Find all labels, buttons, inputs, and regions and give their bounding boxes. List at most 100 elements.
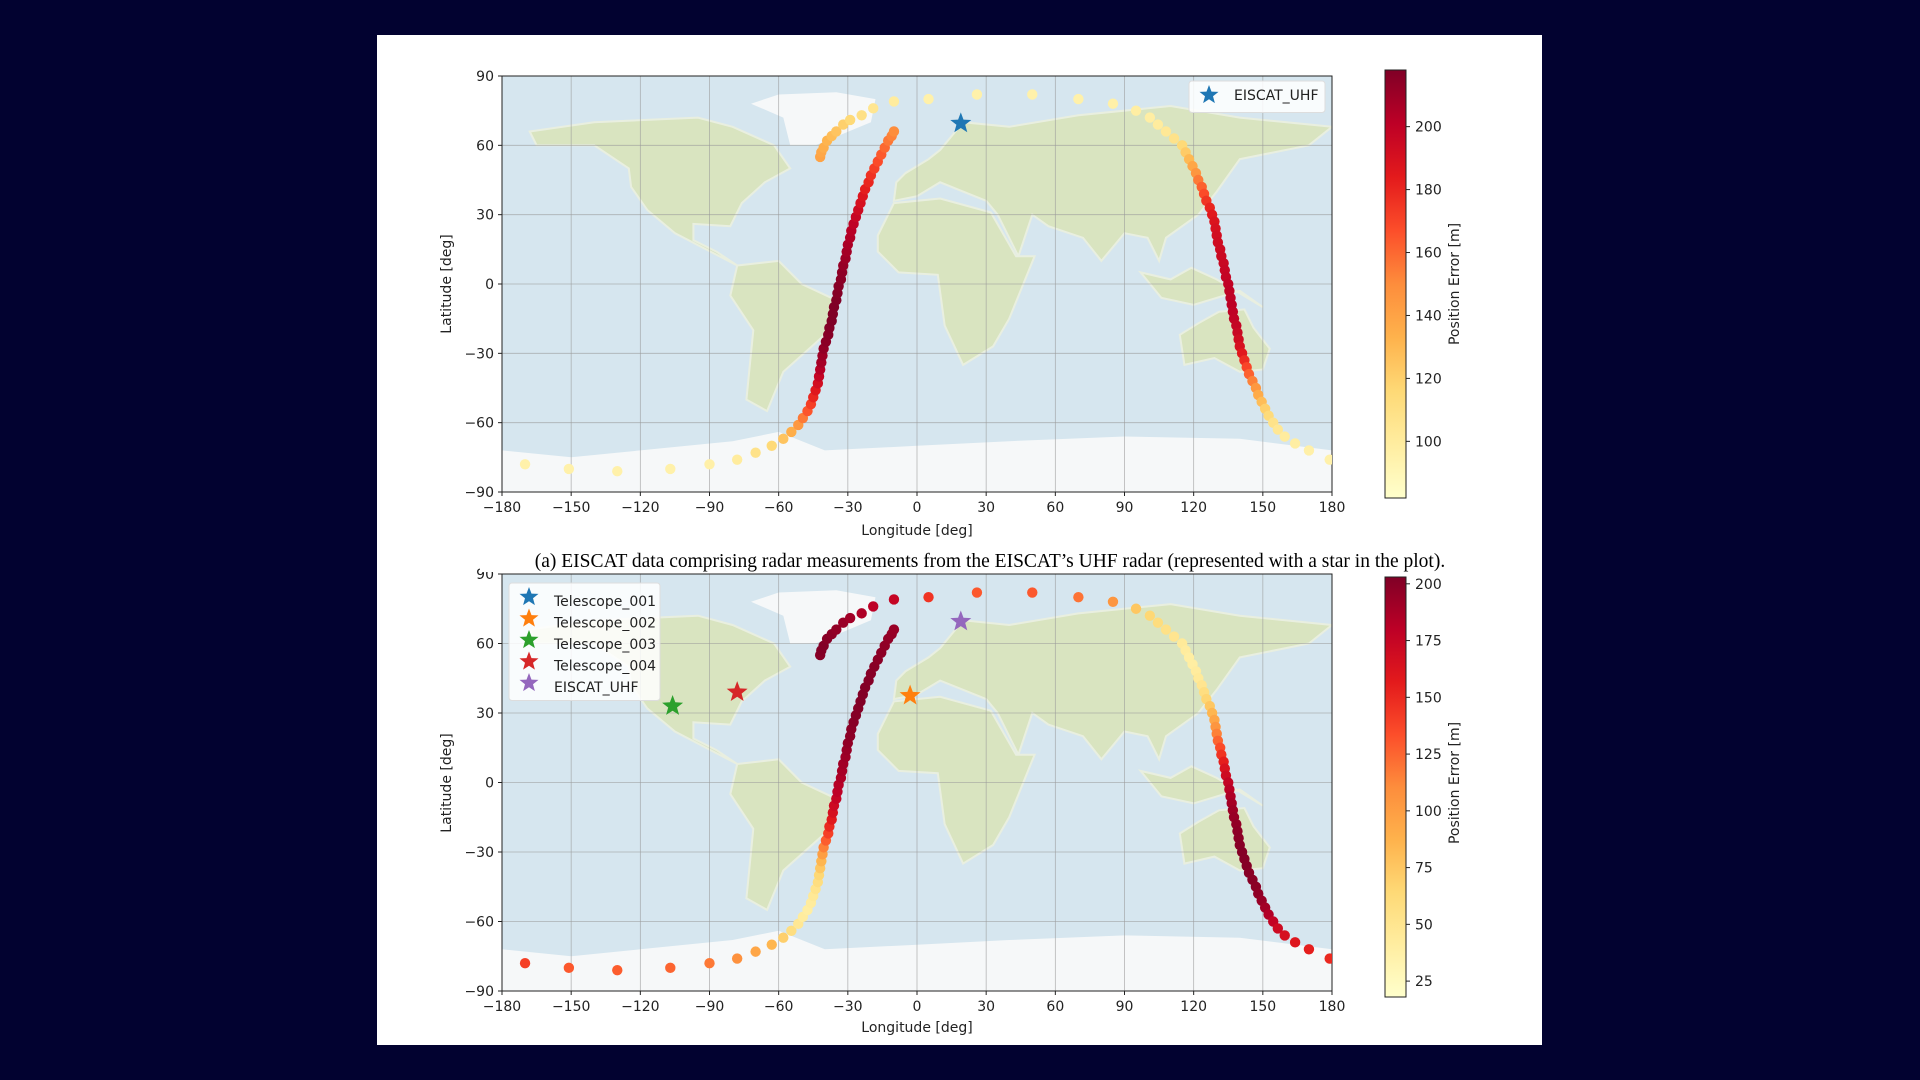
y-axis-label: Latitude [deg] [439, 234, 455, 333]
colorbar-label: Position Error [m] [1447, 722, 1463, 844]
y-tick-label: −60 [464, 915, 494, 931]
track-point [1303, 944, 1315, 955]
legend-star-icon [519, 651, 539, 670]
track-point [731, 953, 743, 964]
track-point [1160, 126, 1172, 137]
track-point [1279, 431, 1290, 442]
track-point [1144, 610, 1156, 621]
land [528, 116, 792, 267]
track-point [778, 433, 789, 445]
track-point [1107, 596, 1119, 607]
track-point [971, 587, 983, 598]
x-tick-label: 90 [1116, 500, 1134, 516]
track-point [1152, 617, 1164, 628]
track-point [563, 463, 575, 475]
colorbar-tick-label: 50 [1415, 917, 1433, 933]
track-point [923, 591, 934, 603]
y-tick-label: −60 [464, 416, 494, 432]
colorbar-tick-label: 200 [1415, 120, 1442, 136]
chart-top: Longitude [deg] Latitude [deg] Position … [439, 69, 1463, 539]
legend-label: EISCAT_UHF [554, 680, 639, 696]
legend-star-icon [519, 608, 539, 627]
y-tick-label: 30 [476, 706, 494, 722]
track-point [750, 447, 761, 458]
colorbar-tick-label: 200 [1415, 577, 1442, 593]
colorbar-tick-label: 140 [1415, 308, 1442, 324]
track-point [888, 96, 900, 107]
chart-bottom: Longitude [deg] Latitude [deg] Position … [439, 567, 1463, 1036]
track-point [971, 89, 983, 100]
x-tick-label: −120 [621, 999, 659, 1015]
colorbar-tick-label: 180 [1415, 183, 1442, 199]
y-tick-label: 90 [476, 69, 494, 85]
track-point [1130, 105, 1142, 116]
x-tick-label: 30 [977, 999, 995, 1015]
track-point [778, 932, 789, 943]
track-point [888, 594, 900, 605]
y-tick-label: −90 [464, 485, 494, 501]
track-point [888, 126, 900, 137]
colorbar-tick-label: 75 [1415, 861, 1433, 877]
figure-caption: (a) EISCAT data comprising radar measure… [535, 551, 1445, 572]
x-tick-label: −150 [552, 999, 590, 1015]
x-tick-label: −120 [621, 500, 659, 516]
legend-box [508, 582, 661, 701]
x-tick-label: 90 [1116, 999, 1134, 1015]
legend-label: Telescope_004 [553, 659, 656, 675]
x-tick-label: 120 [1180, 999, 1207, 1015]
track-point [1289, 438, 1301, 449]
colorbar-tick-label: 25 [1415, 974, 1433, 990]
track-point [1303, 445, 1315, 456]
legend: EISCAT_UHF [1188, 80, 1326, 113]
track-point [1144, 112, 1156, 123]
track-point [1152, 119, 1164, 130]
track-point [665, 463, 676, 475]
colorbar-tick-label: 160 [1415, 246, 1442, 262]
track-point [786, 925, 797, 936]
legend-star-icon [519, 587, 539, 606]
legend-label: Telescope_002 [553, 616, 656, 632]
y-tick-label: −30 [464, 346, 494, 362]
track-point [844, 612, 856, 624]
x-tick-label: 150 [1249, 500, 1276, 516]
track-points [519, 89, 1332, 477]
track-point [1272, 424, 1284, 435]
x-axis-label: Longitude [deg] [861, 1020, 972, 1036]
x-tick-label: −180 [483, 500, 521, 516]
track-point [750, 946, 761, 957]
track-point [786, 426, 797, 438]
colorbar [1384, 69, 1407, 499]
legend-star-icon [1199, 85, 1219, 104]
x-tick-label: 180 [1319, 999, 1346, 1015]
x-tick-label: 60 [1046, 500, 1064, 516]
legend-label: Telescope_001 [553, 594, 656, 610]
y-tick-label: 0 [485, 277, 494, 293]
track-point [612, 466, 623, 477]
station-star-icon [950, 610, 972, 631]
y-axis-label: Latitude [deg] [439, 733, 455, 832]
y-tick-label: 30 [476, 208, 494, 224]
legend-label: Telescope_003 [553, 637, 656, 653]
land [729, 758, 838, 912]
ice [751, 590, 876, 644]
land [729, 259, 838, 413]
x-tick-label: −90 [695, 500, 725, 516]
y-tick-label: 0 [485, 776, 494, 792]
track-point [831, 126, 842, 137]
track-point [856, 608, 867, 619]
track-point [1073, 591, 1084, 603]
track-point [1168, 631, 1180, 642]
colorbar-tick-label: 100 [1415, 434, 1442, 450]
track-point [1027, 587, 1038, 598]
track-point [831, 624, 842, 635]
colorbar-label: Position Error [m] [1447, 223, 1463, 345]
track-point [1324, 953, 1332, 964]
track-point [856, 110, 867, 121]
x-tick-label: 60 [1046, 999, 1064, 1015]
track-point [1168, 133, 1180, 144]
x-tick-label: 150 [1249, 999, 1276, 1015]
track-point [867, 103, 879, 114]
x-tick-label: −60 [764, 999, 794, 1015]
track-points [519, 587, 1332, 976]
station-star-icon [662, 695, 684, 715]
